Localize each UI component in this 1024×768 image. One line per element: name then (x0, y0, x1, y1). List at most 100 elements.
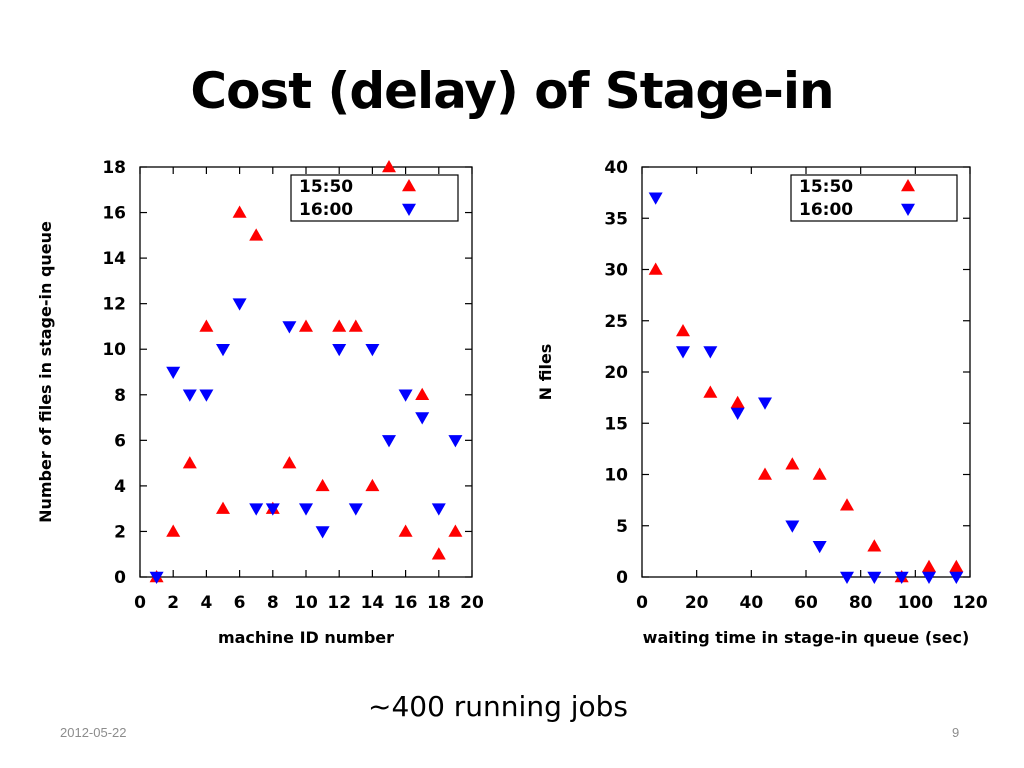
y-axis-label: N files (536, 344, 555, 401)
data-point-16-00 (282, 321, 297, 334)
y-tick-label: 14 (102, 249, 126, 269)
legend-marker (402, 203, 416, 216)
data-point-16-00 (676, 346, 690, 359)
data-point-15-50 (812, 467, 827, 480)
legend-label: 16:00 (799, 200, 853, 220)
data-point-16-00 (415, 412, 430, 425)
slide-title: Cost (delay) of Stage-in (190, 62, 834, 120)
x-tick-label: 18 (427, 593, 451, 613)
data-point-16-00 (758, 397, 772, 410)
y-tick-label: 10 (604, 466, 628, 486)
x-tick-label: 6 (234, 593, 246, 613)
data-point-16-00 (398, 389, 413, 402)
data-point-15-50 (216, 501, 230, 514)
data-point-15-50 (166, 524, 181, 537)
caption: ~400 running jobs (367, 690, 629, 723)
data-point-16-00 (448, 435, 463, 448)
x-tick-label: 8 (267, 593, 279, 613)
y-tick-label: 30 (604, 261, 628, 281)
legend-marker (402, 179, 416, 192)
x-tick-label: 16 (394, 593, 418, 613)
data-point-16-00 (730, 407, 745, 420)
data-point-15-50 (703, 385, 718, 398)
x-tick-label: 0 (134, 593, 146, 613)
data-point-16-00 (332, 343, 347, 357)
x-tick-label: 2 (167, 593, 179, 613)
data-point-16-00 (232, 298, 247, 311)
legend-label: 15:50 (299, 177, 353, 197)
data-point-15-50 (299, 319, 313, 332)
data-point-15-50 (648, 262, 663, 275)
data-point-15-50 (415, 387, 430, 401)
data-point-16-00 (265, 503, 280, 516)
data-point-16-00 (382, 435, 396, 448)
data-point-15-50 (398, 524, 413, 537)
x-tick-label: 14 (361, 593, 385, 613)
y-tick-label: 0 (616, 568, 628, 588)
x-tick-label: 20 (460, 593, 484, 613)
y-tick-label: 0 (114, 568, 126, 588)
data-point-16-00 (348, 503, 363, 516)
y-tick-label: 12 (102, 295, 126, 315)
data-point-15-50 (348, 319, 363, 332)
data-point-16-00 (703, 346, 718, 359)
y-tick-label: 6 (114, 431, 126, 451)
x-tick-label: 0 (636, 593, 648, 613)
data-point-15-50 (249, 228, 264, 241)
plot-frame (641, 166, 971, 578)
data-point-15-50 (315, 478, 330, 492)
data-point-15-50 (785, 457, 800, 470)
data-point-16-00 (166, 366, 181, 379)
data-point-15-50 (332, 319, 347, 332)
legend-box (290, 174, 459, 222)
legend-label: 16:00 (299, 200, 353, 220)
y-tick-label: 35 (604, 209, 628, 229)
y-tick-label: 10 (102, 340, 126, 360)
y-tick-label: 25 (604, 312, 628, 332)
x-tick-label: 40 (739, 593, 763, 613)
x-tick-label: 80 (849, 593, 873, 613)
y-tick-label: 4 (114, 477, 126, 497)
y-tick-label: 5 (616, 517, 628, 537)
data-point-16-00 (949, 571, 964, 584)
x-tick-label: 12 (327, 593, 351, 613)
data-point-16-00 (867, 571, 882, 584)
data-point-16-00 (249, 503, 264, 516)
x-tick-label: 120 (952, 593, 988, 613)
data-point-16-00 (894, 571, 909, 584)
data-point-16-00 (922, 571, 936, 584)
data-point-16-00 (299, 503, 313, 516)
data-point-16-00 (216, 343, 230, 357)
data-point-15-50 (867, 539, 882, 552)
legend-marker (901, 179, 915, 192)
footer-date: 2012-05-22 (60, 725, 127, 740)
legend-box (790, 174, 958, 222)
data-point-16-00 (648, 192, 663, 205)
y-tick-label: 18 (102, 158, 126, 178)
x-tick-label: 10 (294, 593, 318, 613)
data-point-16-00 (812, 541, 827, 554)
x-tick-label: 100 (898, 593, 934, 613)
y-tick-label: 16 (102, 204, 126, 224)
y-axis-label: Number of files in stage-in queue (36, 221, 55, 523)
x-axis-label: machine ID number (218, 628, 394, 647)
legend-label: 15:50 (799, 177, 853, 197)
data-point-16-00 (785, 520, 800, 533)
data-point-15-50 (365, 478, 380, 492)
data-point-15-50 (676, 324, 690, 337)
data-point-16-00 (365, 343, 380, 357)
data-point-15-50 (232, 205, 247, 218)
data-point-15-50 (182, 456, 197, 469)
x-tick-label: 4 (200, 593, 212, 613)
y-tick-label: 20 (604, 363, 628, 383)
y-tick-label: 15 (604, 414, 628, 434)
y-tick-label: 40 (604, 158, 628, 178)
data-point-15-50 (758, 467, 772, 480)
data-point-15-50 (840, 498, 854, 511)
data-point-15-50 (282, 456, 297, 469)
y-tick-label: 2 (114, 522, 126, 542)
data-point-15-50 (949, 559, 964, 572)
data-point-16-00 (182, 389, 197, 402)
